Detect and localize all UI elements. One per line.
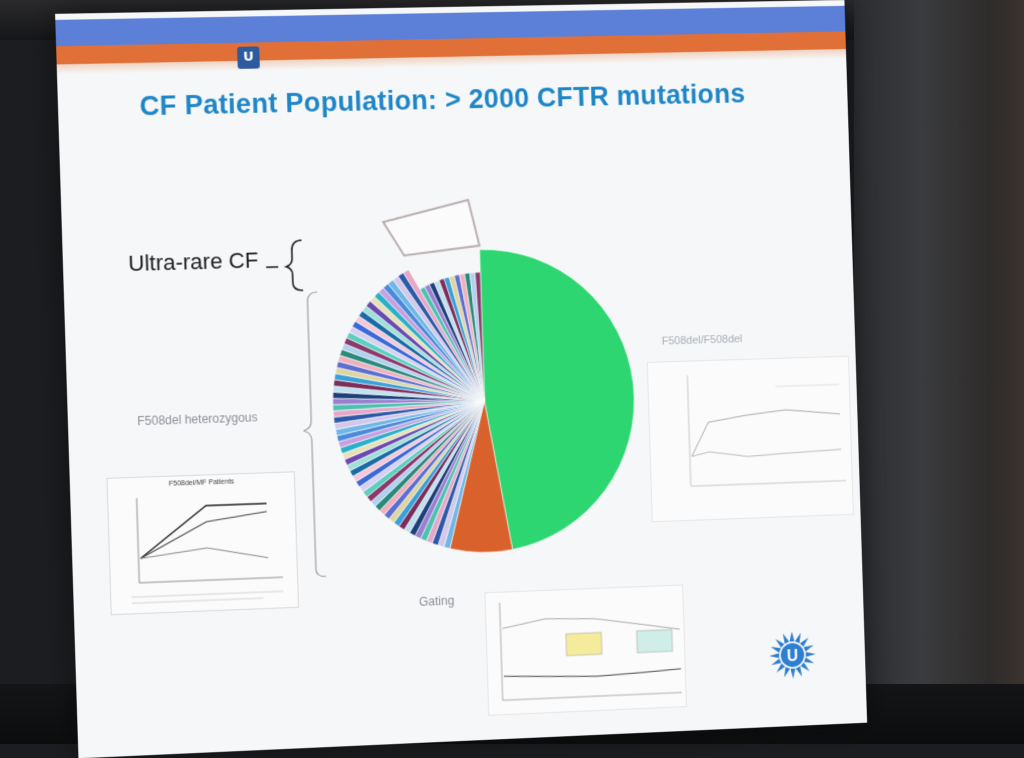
logo-ray: [804, 657, 814, 664]
logo-ray: [784, 667, 790, 678]
logo-ray: [771, 658, 781, 665]
projected-slide: U CF Patient Population: > 2000 CFTR mut…: [55, 0, 867, 758]
mini-chart-bottom: [484, 584, 687, 715]
logo-ray: [796, 666, 802, 677]
logo-ray: [804, 645, 814, 652]
logo-ray: [790, 669, 795, 679]
mini-chart-left-plot: [107, 472, 297, 614]
mini-chart-right-plot: [648, 357, 853, 522]
logo-ray: [769, 653, 779, 658]
logo-ray: [795, 633, 801, 643]
mutation-pie-chart: [318, 189, 667, 598]
logo-ray: [800, 662, 809, 671]
university-logo-icon: U: [766, 628, 818, 681]
mini-chart-right: [647, 356, 854, 523]
logo-ray: [789, 631, 794, 641]
logo-letter: U: [787, 647, 799, 665]
logo-ray: [806, 652, 816, 657]
pie-svg: [318, 189, 667, 598]
logo-ray: [776, 663, 785, 672]
ultra-rare-highlight-box: [383, 200, 480, 256]
logo-ray: [783, 633, 789, 644]
room-background-right: [854, 0, 1024, 744]
logo-ray: [800, 638, 809, 647]
mini-chart-left: F508del/MF Patients: [106, 471, 299, 615]
mini-chart-bottom-plot: [485, 585, 686, 714]
logo-ray: [775, 639, 784, 648]
logo-ray: [771, 646, 781, 653]
